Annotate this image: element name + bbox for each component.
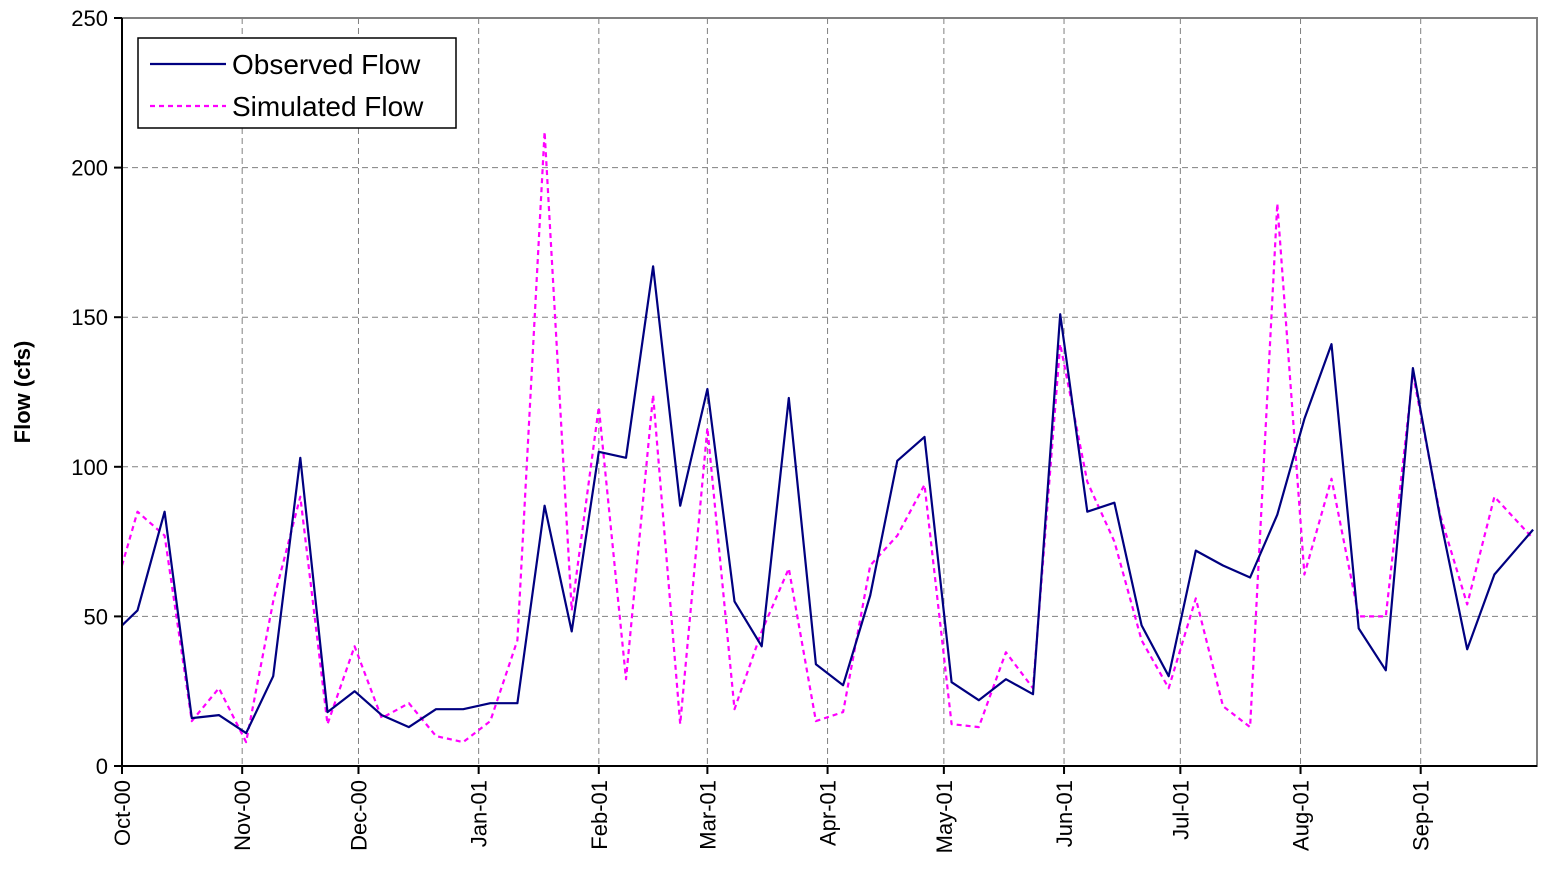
legend-box <box>137 37 457 129</box>
legend: Observed Flow Simulated Flow <box>137 37 457 129</box>
x-tick-label: May-01 <box>932 780 957 853</box>
x-tick-label: Aug-01 <box>1289 780 1314 851</box>
x-tick-label: Nov-00 <box>230 780 255 851</box>
x-tick-label: Sep-01 <box>1409 780 1434 851</box>
x-tick-label: Jun-01 <box>1052 780 1077 847</box>
x-tick-label: Apr-01 <box>816 780 841 846</box>
legend-label-observed-flow: Observed Flow <box>232 49 421 80</box>
series-line-observed-flow <box>121 265 1534 735</box>
grid-lines <box>122 18 1537 766</box>
y-axis-ticks: 0 50 100 150 200 250 <box>71 6 122 779</box>
x-tick-label: Jan-01 <box>467 780 492 847</box>
y-tick-label: 200 <box>71 156 108 181</box>
x-tick-label: Feb-01 <box>587 780 612 850</box>
y-tick-label: 0 <box>96 754 108 779</box>
legend-label-simulated-flow: Simulated Flow <box>232 91 424 122</box>
y-axis-title: Flow (cfs) <box>10 341 35 444</box>
x-tick-label: Jul-01 <box>1168 780 1193 840</box>
y-tick-label: 150 <box>71 305 108 330</box>
x-axis-ticks: Oct-00 Nov-00 Dec-00 Jan-01 Feb-01 Mar-01 Apr-… <box>110 766 1434 853</box>
series-line-simulated-flow <box>120 130 1534 744</box>
y-tick-label: 50 <box>84 604 108 629</box>
plot-area-frame <box>121 17 1538 767</box>
x-tick-label: Oct-00 <box>110 780 135 846</box>
y-tick-label: 100 <box>71 455 108 480</box>
x-tick-label: Mar-01 <box>695 780 720 850</box>
x-tick-label: Dec-00 <box>346 780 371 851</box>
y-tick-label: 250 <box>71 6 108 31</box>
series-layer <box>120 130 1534 744</box>
